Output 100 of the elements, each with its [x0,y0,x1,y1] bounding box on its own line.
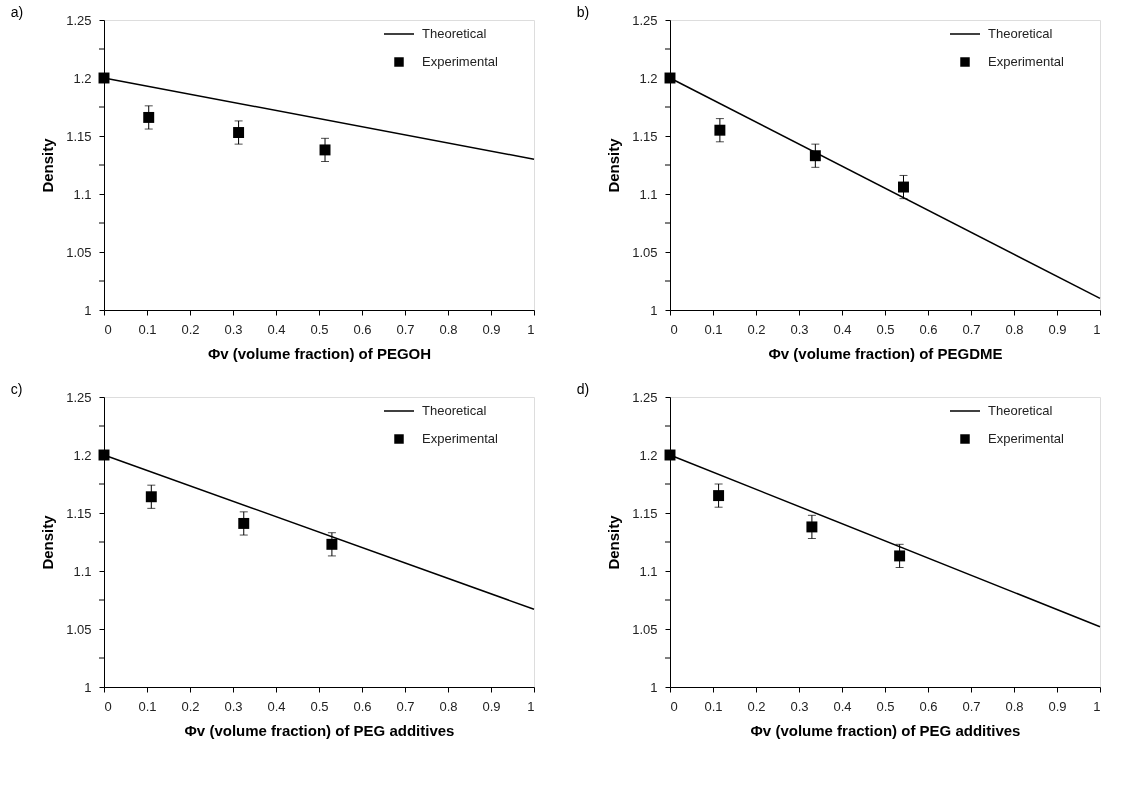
y-tick-label: 1.15 [632,505,658,521]
x-tick-label: 0.1 [704,698,723,714]
x-tick-label: 0.2 [181,698,200,714]
y-tick-label: 1.05 [632,244,658,260]
chart-title: b) [576,4,590,20]
x-tick-label: 0.3 [790,321,809,337]
legend-label: Theoretical [988,26,1053,41]
x-tick-label: 0.8 [1005,698,1024,714]
chart-title: c) [10,381,23,397]
x-tick-label: 0.9 [482,698,501,714]
y-tick-label: 1 [84,679,92,695]
y-tick-label: 1.2 [73,447,92,463]
y-tick-label: 1.25 [632,12,658,28]
point [319,144,331,156]
point [806,521,818,533]
y-axis-title: Density [605,514,623,570]
x-tick-label: 1 [527,698,535,714]
point [809,150,821,162]
x-tick-label: 0.4 [267,698,286,714]
y-tick-label: 1 [650,302,658,318]
x-tick-label: 0.7 [962,698,981,714]
x-tick-label: 0.5 [310,698,329,714]
x-tick-label: 0.2 [747,321,766,337]
legend-label: Experimental [422,54,498,69]
x-tick-label: 0.5 [876,321,895,337]
point [714,124,726,136]
x-tick-label: 0.1 [138,698,157,714]
x-tick-label: 0.5 [876,698,895,714]
x-tick-label: 0.5 [310,321,329,337]
point [713,490,725,502]
legend-label: Experimental [988,431,1064,446]
y-tick-label: 1.1 [73,563,92,579]
x-tick-label: 0.6 [919,321,938,337]
y-tick-label: 1.25 [66,12,92,28]
x-tick-label: 0.7 [396,698,415,714]
x-axis-title: Φv (volume fraction) of PEG additives [184,721,455,739]
y-tick-label: 1.1 [73,186,92,202]
legend-label: Experimental [422,431,498,446]
x-tick-label: 0.3 [224,321,243,337]
legend-label: Theoretical [422,403,487,418]
x-tick-label: 0.2 [181,321,200,337]
point [145,491,157,503]
y-tick-label: 1.2 [639,70,658,86]
chart-title: a) [10,4,24,20]
x-tick-label: 0.9 [1048,698,1067,714]
x-tick-label: 1 [527,321,535,337]
y-axis-title: Density [605,137,623,193]
y-tick-label: 1 [650,679,658,695]
point [894,550,906,562]
y-tick-label: 1.15 [66,505,92,521]
x-tick-label: 1 [1093,321,1101,337]
x-tick-label: 0.6 [919,698,938,714]
x-tick-label: 0.3 [790,698,809,714]
x-tick-label: 0.8 [439,698,458,714]
y-tick-label: 1.15 [66,128,92,144]
x-tick-label: 0.8 [439,321,458,337]
x-tick-label: 1 [1093,698,1101,714]
x-tick-label: 0.6 [353,698,372,714]
legend-label: Theoretical [988,403,1053,418]
x-tick-label: 0 [104,321,112,337]
x-tick-label: 0.1 [138,321,157,337]
x-tick-label: 0.6 [353,321,372,337]
x-tick-label: 0.7 [396,321,415,337]
y-tick-label: 1.25 [632,389,658,405]
y-tick-label: 1.1 [639,186,658,202]
y-tick-label: 1.05 [66,621,92,637]
point [238,517,250,529]
y-tick-label: 1.15 [632,128,658,144]
x-axis-title: Φv (volume fraction) of PEG additives [750,721,1021,739]
x-tick-label: 0.3 [224,698,243,714]
x-tick-label: 0.8 [1005,321,1024,337]
x-axis-title: Φv (volume fraction) of PEGOH [207,344,432,362]
y-tick-label: 1 [84,302,92,318]
x-tick-label: 0.9 [1048,321,1067,337]
chart-title: d) [576,381,590,397]
point [326,538,338,550]
y-tick-label: 1.2 [73,70,92,86]
y-tick-label: 1.05 [632,621,658,637]
y-tick-label: 1.25 [66,389,92,405]
x-tick-label: 0.4 [833,321,852,337]
x-tick-label: 0 [670,698,678,714]
y-axis-title: Density [39,137,57,193]
y-tick-label: 1.1 [639,563,658,579]
point [143,111,155,123]
y-axis-title: Density [39,514,57,570]
legend-label: Theoretical [422,26,487,41]
legend-label: Experimental [988,54,1064,69]
x-tick-label: 0.4 [833,698,852,714]
x-tick-label: 0.7 [962,321,981,337]
x-tick-label: 0.4 [267,321,286,337]
x-tick-label: 0.2 [747,698,766,714]
x-tick-label: 0 [670,321,678,337]
x-tick-label: 0.1 [704,321,723,337]
y-tick-label: 1.2 [639,447,658,463]
x-tick-label: 0 [104,698,112,714]
x-tick-label: 0.9 [482,321,501,337]
y-tick-label: 1.05 [66,244,92,260]
point [233,127,245,138]
point [898,181,909,193]
x-axis-title: Φv (volume fraction) of PEGDME [768,344,1003,362]
